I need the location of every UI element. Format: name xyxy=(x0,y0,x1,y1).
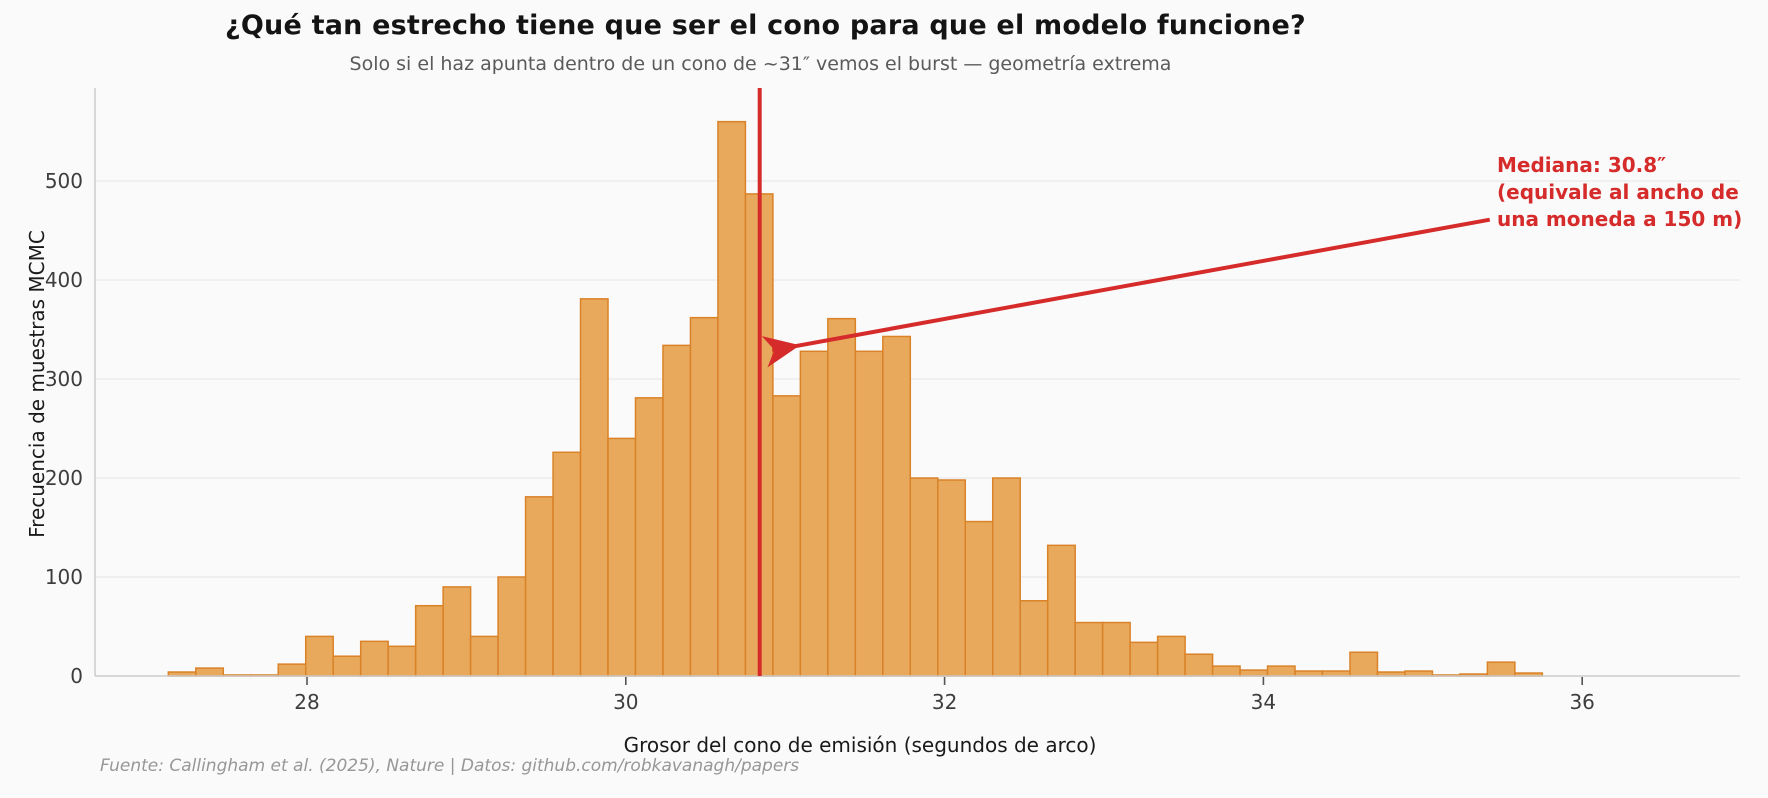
histogram-bar xyxy=(662,344,692,677)
histogram-bar xyxy=(497,576,527,677)
histogram-bar xyxy=(524,496,554,677)
histogram-bar xyxy=(607,437,637,677)
median-annotation-line2: (equivale al ancho de xyxy=(1497,180,1739,204)
x-axis-label: Grosor del cono de emisión (segundos de … xyxy=(623,733,1097,757)
y-tick-label: 0 xyxy=(70,664,83,688)
histogram-bar xyxy=(827,317,857,677)
histogram-bar xyxy=(1019,600,1049,677)
histogram-bar xyxy=(1074,621,1104,677)
histogram-bar xyxy=(195,667,225,677)
histogram-bar xyxy=(1046,544,1076,677)
median-annotation-line3: una moneda a 150 m) xyxy=(1497,207,1743,231)
chart-title: ¿Qué tan estrecho tiene que ser el cono … xyxy=(225,10,1306,41)
histogram-bar xyxy=(964,520,994,677)
x-tick-label: 32 xyxy=(931,690,958,714)
histogram-bar xyxy=(1349,651,1379,677)
y-tick-label: 200 xyxy=(44,466,83,491)
chart-subtitle: Solo si el haz apunta dentro de un cono … xyxy=(349,53,1172,75)
histogram-bar xyxy=(1184,653,1214,677)
y-tick-label: 100 xyxy=(44,565,83,589)
x-tick-label: 34 xyxy=(1250,690,1277,714)
histogram-bar xyxy=(909,477,939,677)
histogram-bar xyxy=(332,655,362,677)
histogram-bar xyxy=(937,479,967,677)
x-tick-label: 28 xyxy=(294,690,320,714)
histogram-bar xyxy=(799,350,829,677)
histogram-bar xyxy=(414,604,444,677)
x-tick-label: 36 xyxy=(1569,690,1595,714)
histogram-bar xyxy=(1211,665,1241,677)
histogram-bar xyxy=(579,298,609,677)
histogram-bar xyxy=(634,397,664,677)
histogram-bar xyxy=(359,640,389,677)
source-footer: Fuente: Callingham et al. (2025), Nature… xyxy=(100,756,800,776)
histogram-bar xyxy=(854,350,884,677)
histogram-bar xyxy=(991,477,1021,677)
histogram-bar xyxy=(1101,621,1131,677)
median-annotation: Mediana: 30.8″ (equivale al ancho de una… xyxy=(1497,152,1742,233)
histogram-bar xyxy=(277,663,307,677)
x-tick-label: 30 xyxy=(613,690,639,714)
histogram-bar xyxy=(552,451,582,677)
histogram-bar xyxy=(1239,669,1269,677)
y-tick-label: 300 xyxy=(44,367,83,392)
histogram-bar xyxy=(1266,665,1296,677)
histogram-bar xyxy=(442,586,472,677)
histogram-bar xyxy=(1156,635,1186,677)
histogram-bar xyxy=(1486,661,1516,677)
histogram-bar xyxy=(689,316,719,677)
histogram-bar xyxy=(469,635,499,677)
histogram-bar xyxy=(882,335,912,677)
annotation-arrow xyxy=(761,217,1491,368)
histogram-bar xyxy=(387,645,417,677)
y-tick-label: 400 xyxy=(44,268,83,293)
median-annotation-line1: Mediana: 30.8″ xyxy=(1497,153,1667,177)
y-tick-label: 500 xyxy=(44,169,83,194)
histogram-bar xyxy=(304,635,334,677)
histogram-bar xyxy=(772,395,802,677)
histogram-bar xyxy=(1129,641,1159,677)
histogram-bar xyxy=(717,120,747,677)
